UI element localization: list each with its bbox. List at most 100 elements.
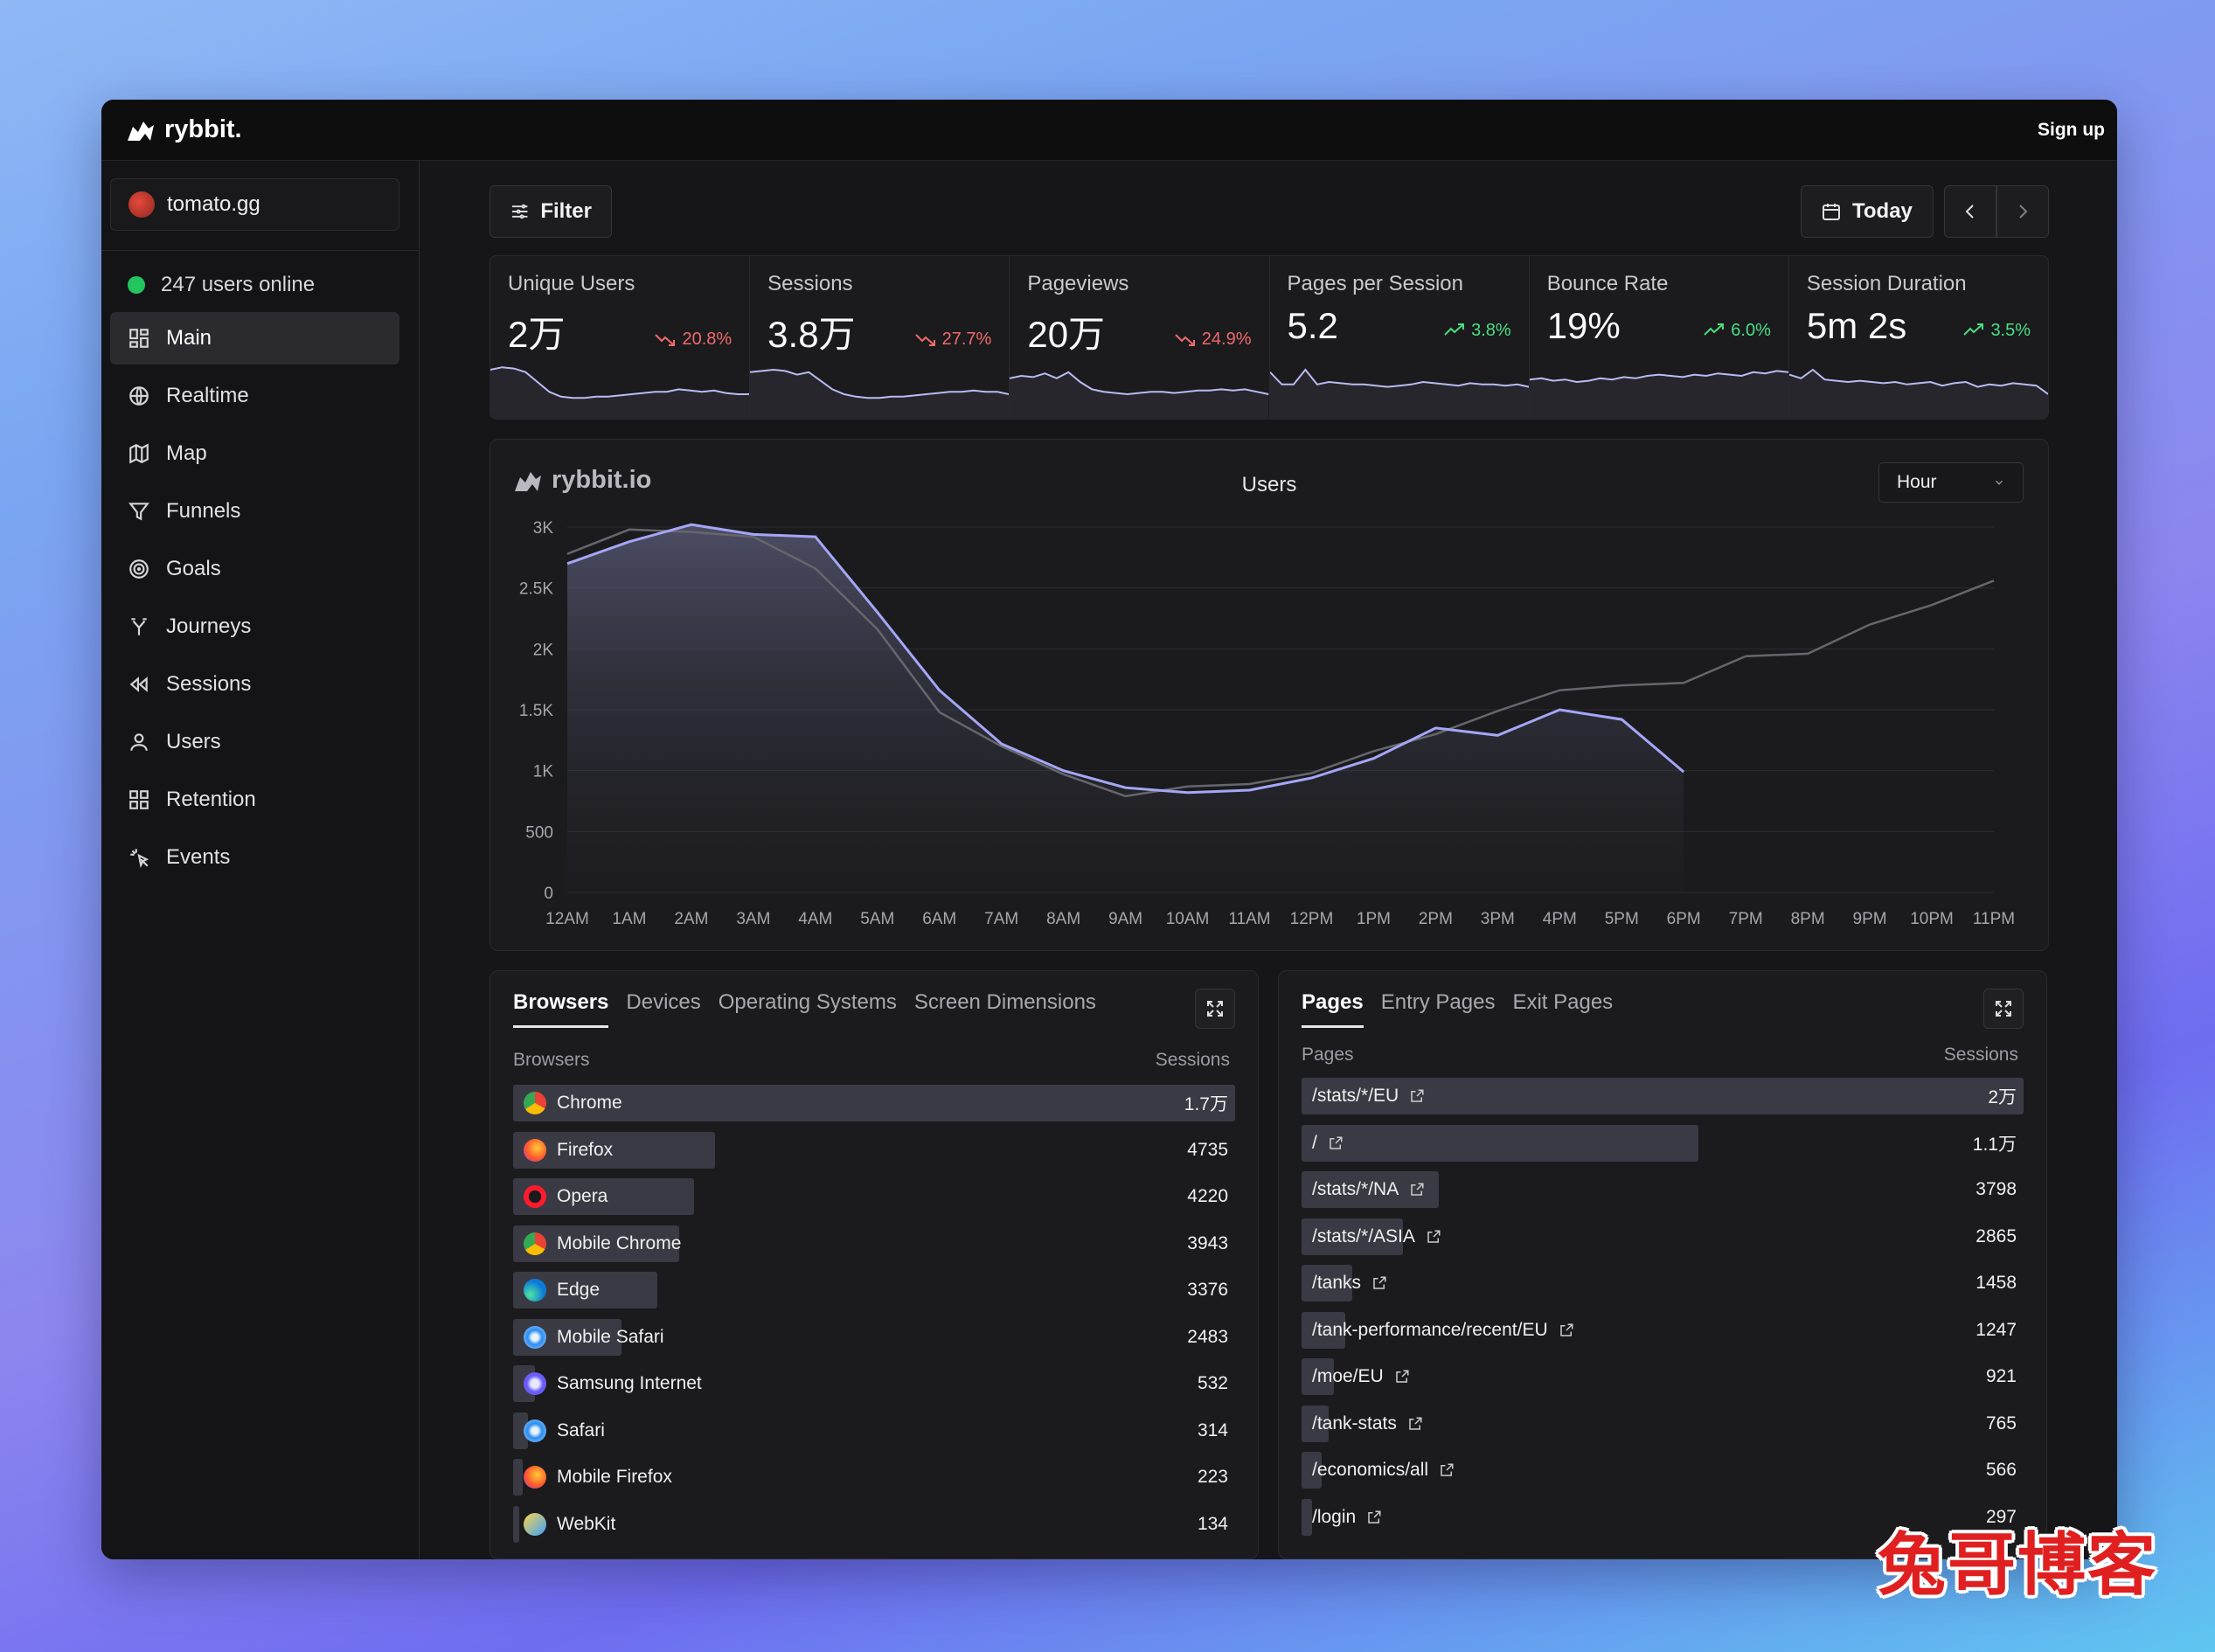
list-item[interactable]: /moe/EU 921 xyxy=(1302,1358,2024,1395)
metric-change-value: 20.8% xyxy=(682,329,733,349)
chart-brand-name: rybbit.io xyxy=(552,466,652,494)
external-link-icon[interactable] xyxy=(1366,1510,1382,1525)
brand-logo[interactable]: rybbit. xyxy=(126,115,242,144)
list-item[interactable]: Opera 4220 xyxy=(513,1178,1235,1215)
list-item[interactable]: /stats/*/ASIA 2865 xyxy=(1302,1218,2024,1255)
external-link-icon[interactable] xyxy=(1409,1088,1425,1104)
browsers-list: Chrome 1.7万 Firefox 4735 Opera 4220 Mobile Chr… xyxy=(513,1085,1235,1552)
tab-operating-systems[interactable]: Operating Systems xyxy=(718,990,897,1014)
external-link-icon[interactable] xyxy=(1559,1322,1574,1338)
share-bar xyxy=(1302,1311,1345,1349)
sidebar-item-retention[interactable]: Retention xyxy=(110,774,399,826)
list-item-label: /login xyxy=(1312,1506,1357,1527)
list-item[interactable]: Mobile Chrome 3943 xyxy=(513,1225,1235,1262)
browser-name: Mobile Safari xyxy=(513,1325,664,1349)
x-tick-label: 3PM xyxy=(1481,910,1515,928)
metric-change: 3.8% xyxy=(1443,321,1511,341)
metric-card[interactable]: Pages per Session 5.2 3.8% xyxy=(1269,256,1530,419)
date-range-button[interactable]: Today xyxy=(1801,185,1934,238)
x-tick-label: 7PM xyxy=(1729,910,1763,928)
top-bar: rybbit. Sign up xyxy=(101,100,2117,161)
list-item[interactable]: /tanks 1458 xyxy=(1302,1265,2024,1301)
list-item-value: 566 xyxy=(1985,1460,2017,1480)
list-item[interactable]: Safari 314 xyxy=(513,1412,1235,1449)
x-tick-label: 8PM xyxy=(1791,910,1825,928)
sidebar-item-journeys[interactable]: Journeys xyxy=(110,600,399,653)
x-tick-label: 1PM xyxy=(1357,910,1391,928)
column-header-sessions: Sessions xyxy=(1155,1050,1230,1070)
column-header-pages: Pages xyxy=(1302,1045,1354,1065)
next-period-button[interactable] xyxy=(1996,185,2049,238)
external-link-icon[interactable] xyxy=(1328,1135,1344,1151)
sign-up-link[interactable]: Sign up xyxy=(2038,119,2105,140)
tab-exit-pages[interactable]: Exit Pages xyxy=(1512,990,1614,1014)
list-item[interactable]: /stats/*/EU 2万 xyxy=(1302,1078,2024,1114)
page-path: /login xyxy=(1302,1507,1382,1528)
list-item[interactable]: Edge 3376 xyxy=(513,1272,1235,1308)
list-item[interactable]: WebKit 134 xyxy=(513,1505,1235,1543)
sidebar-item-goals[interactable]: Goals xyxy=(110,543,399,595)
external-link-icon[interactable] xyxy=(1407,1416,1423,1432)
external-link-icon[interactable] xyxy=(1394,1369,1410,1385)
list-item[interactable]: Firefox 4735 xyxy=(513,1131,1235,1169)
expand-button[interactable] xyxy=(1983,989,2024,1029)
tab-browsers[interactable]: Browsers xyxy=(513,990,609,1028)
filter-button[interactable]: Filter xyxy=(490,185,612,238)
metric-card[interactable]: Session Duration 5m 2s 3.5% xyxy=(1788,256,2048,419)
pages-tabs: Pages Entry Pages Exit Pages xyxy=(1302,990,1613,1028)
metric-card[interactable]: Pageviews 20万 24.9% xyxy=(1010,256,1270,419)
sidebar-item-sessions[interactable]: Sessions xyxy=(110,658,399,711)
pages-panel: Pages Entry Pages Exit Pages Pages Sessi… xyxy=(1278,970,2047,1559)
metric-card[interactable]: Unique Users 2万 20.8% xyxy=(490,256,751,419)
previous-period-button[interactable] xyxy=(1944,185,1996,238)
sidebar-item-funnels[interactable]: Funnels xyxy=(110,485,399,538)
pages-column-headers: Pages Sessions xyxy=(1302,1045,2018,1065)
browser-name: Mobile Firefox xyxy=(513,1466,672,1489)
expand-button[interactable] xyxy=(1195,989,1235,1029)
list-item[interactable]: Mobile Safari 2483 xyxy=(513,1318,1235,1356)
sidebar-item-realtime[interactable]: Realtime xyxy=(110,370,399,422)
share-bar xyxy=(513,1505,519,1543)
interval-value: Hour xyxy=(1897,472,1937,492)
browser-name: Chrome xyxy=(513,1092,622,1114)
tab-pages[interactable]: Pages xyxy=(1302,990,1364,1028)
external-link-icon[interactable] xyxy=(1426,1229,1441,1245)
y-tick-label: 1.5K xyxy=(519,702,553,720)
list-item[interactable]: /tank-performance/recent/EU 1247 xyxy=(1302,1311,2024,1349)
external-link-icon[interactable] xyxy=(1371,1275,1387,1291)
chevron-right-icon xyxy=(2019,205,2028,219)
metric-card[interactable]: Sessions 3.8万 27.7% xyxy=(750,256,1010,419)
list-item[interactable]: Samsung Internet 532 xyxy=(513,1365,1235,1402)
metric-card[interactable]: Bounce Rate 19% 6.0% xyxy=(1529,256,1789,419)
list-item[interactable]: Mobile Firefox 223 xyxy=(513,1459,1235,1496)
online-users-label: 247 users online xyxy=(161,273,316,296)
metric-value: 5.2 xyxy=(1287,305,1338,346)
sidebar-item-map[interactable]: Map xyxy=(110,427,399,480)
list-item-value: 2万 xyxy=(1988,1087,2017,1107)
tab-devices[interactable]: Devices xyxy=(626,990,701,1014)
list-item[interactable]: /tank-stats 765 xyxy=(1302,1405,2024,1442)
list-item[interactable]: /stats/*/NA 3798 xyxy=(1302,1171,2024,1208)
list-item[interactable]: / 1.1万 xyxy=(1302,1124,2024,1162)
sidebar-item-label: Retention xyxy=(166,788,256,811)
list-item-label: /moe/EU xyxy=(1312,1366,1384,1386)
filter-icon xyxy=(511,204,528,219)
sidebar-item-users[interactable]: Users xyxy=(110,716,399,768)
external-link-icon[interactable] xyxy=(1409,1182,1425,1197)
external-link-icon[interactable] xyxy=(1439,1462,1455,1478)
list-item-label: Opera xyxy=(557,1186,608,1206)
tab-entry-pages[interactable]: Entry Pages xyxy=(1380,990,1496,1014)
site-selector[interactable]: tomato.gg xyxy=(110,178,399,231)
metric-sparkline xyxy=(490,357,750,419)
metric-change-value: 3.8% xyxy=(1471,320,1511,340)
tab-screen-dimensions[interactable]: Screen Dimensions xyxy=(913,990,1096,1014)
list-item[interactable]: /economics/all 566 xyxy=(1302,1452,2024,1489)
sidebar-item-main[interactable]: Main xyxy=(110,312,399,364)
list-item[interactable]: /login 297 xyxy=(1302,1498,2024,1536)
interval-select[interactable]: Hour xyxy=(1878,462,2024,503)
sidebar-item-events[interactable]: Events xyxy=(110,831,399,884)
opera-icon xyxy=(524,1185,546,1208)
list-item[interactable]: Chrome 1.7万 xyxy=(513,1085,1235,1121)
share-bar xyxy=(1302,1218,1403,1255)
sidebar-item-label: Funnels xyxy=(166,499,241,523)
